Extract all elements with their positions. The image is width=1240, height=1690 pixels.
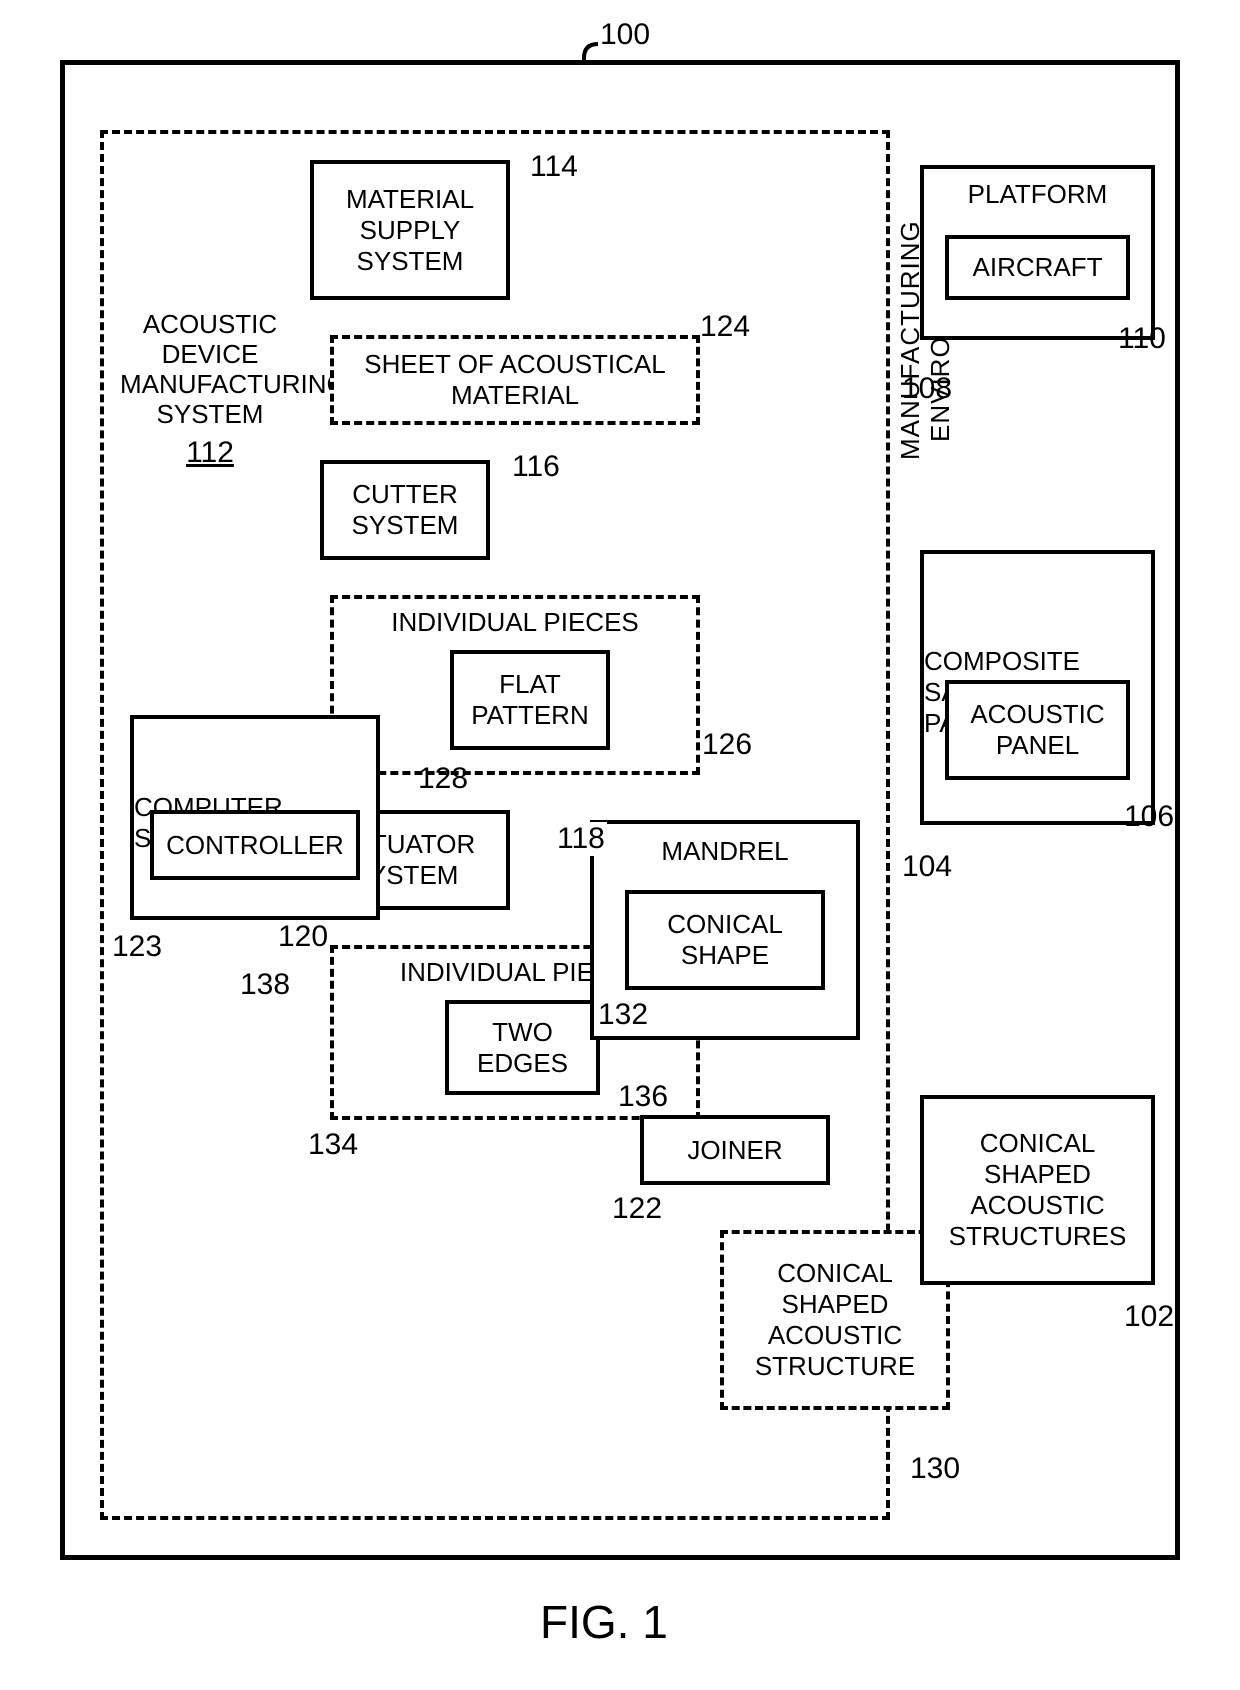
ref-104: 104 xyxy=(902,850,952,884)
system-title-l1: ACOUSTIC DEVICE xyxy=(143,309,277,369)
controller-box: CONTROLLER xyxy=(150,810,360,880)
csas-plural-box: CONICAL SHAPED ACOUSTIC STRUCTURES xyxy=(920,1095,1155,1285)
two-edges-box: TWO EDGES xyxy=(445,1000,600,1095)
flat-pattern-l2: PATTERN xyxy=(471,700,588,731)
ref-134: 134 xyxy=(308,1128,358,1162)
flat-pattern-l1: FLAT xyxy=(499,669,561,700)
sheet-l2: MATERIAL xyxy=(451,380,579,411)
conical-shape-l2: SHAPE xyxy=(681,940,769,971)
joiner-label: JOINER xyxy=(687,1135,782,1166)
conical-shape-l1: CONICAL xyxy=(667,909,783,940)
csas-plural-l2: SHAPED xyxy=(984,1159,1091,1190)
material-supply-l1: MATERIAL xyxy=(346,184,474,215)
figure-caption: FIG. 1 xyxy=(540,1595,668,1649)
system-title-l2: MANUFACTURING xyxy=(120,369,347,399)
mandrel-label: MANDREL xyxy=(661,836,788,867)
system-title: ACOUSTIC DEVICE MANUFACTURING SYSTEM 112 xyxy=(120,310,300,470)
sheet-box: SHEET OF ACOUSTICAL MATERIAL xyxy=(330,335,700,425)
ref-120: 120 xyxy=(278,920,328,954)
ref-138: 138 xyxy=(240,968,290,1002)
ref-126: 126 xyxy=(702,728,752,762)
ref-123: 123 xyxy=(112,930,162,964)
acoustic-panel-l1: ACOUSTIC xyxy=(970,699,1104,730)
sheet-l1: SHEET OF ACOUSTICAL xyxy=(364,349,665,380)
csas-single-l2: SHAPED xyxy=(782,1289,889,1320)
csas-plural-l1: CONICAL xyxy=(980,1128,1096,1159)
cutter-l1: CUTTER xyxy=(352,479,457,510)
material-supply-l2: SUPPLY xyxy=(360,215,461,246)
ref-132: 132 xyxy=(598,998,648,1032)
individual-pieces-label: INDIVIDUAL PIECES xyxy=(391,607,639,638)
material-supply-l3: SYSTEM xyxy=(357,246,464,277)
ref-116: 116 xyxy=(512,450,560,484)
ref-114: 114 xyxy=(530,150,578,184)
ref-106: 106 xyxy=(1124,800,1174,834)
material-supply-box: MATERIAL SUPPLY SYSTEM xyxy=(310,160,510,300)
system-title-l3: SYSTEM xyxy=(157,399,264,429)
conical-shape-box: CONICAL SHAPE xyxy=(625,890,825,990)
diagram-stage: 100 MANUFACTURING ENVIRONMENT ACOUSTIC D… xyxy=(0,0,1240,1690)
cutter-box: CUTTER SYSTEM xyxy=(320,460,490,560)
ref-130: 130 xyxy=(910,1452,960,1486)
aircraft-box: AIRCRAFT xyxy=(945,235,1130,300)
ref-136: 136 xyxy=(618,1080,668,1114)
acoustic-panel-box: ACOUSTIC PANEL xyxy=(945,680,1130,780)
ref-100: 100 xyxy=(600,18,650,52)
acoustic-panel-l2: PANEL xyxy=(996,730,1079,761)
csas-single-l3: ACOUSTIC xyxy=(768,1320,902,1351)
csas-plural-l3: ACOUSTIC xyxy=(970,1190,1104,1221)
ref-102: 102 xyxy=(1124,1300,1174,1334)
ref-108: 108 xyxy=(902,372,952,406)
flat-pattern-box: FLAT PATTERN xyxy=(450,650,610,750)
controller-label: CONTROLLER xyxy=(166,830,344,861)
ref-118: 118 xyxy=(555,822,607,856)
ref-124: 124 xyxy=(700,310,750,344)
ref-110: 110 xyxy=(1118,322,1166,356)
csas-plural-l4: STRUCTURES xyxy=(949,1221,1127,1252)
csas-single-l1: CONICAL xyxy=(777,1258,893,1289)
joiner-box: JOINER xyxy=(640,1115,830,1185)
ref-112: 112 xyxy=(186,436,234,471)
ref-122: 122 xyxy=(612,1192,662,1226)
composite-l1: COMPOSITE xyxy=(924,646,1080,677)
csas-single-box: CONICAL SHAPED ACOUSTIC STRUCTURE xyxy=(720,1230,950,1410)
cutter-l2: SYSTEM xyxy=(352,510,459,541)
ref-128: 128 xyxy=(418,762,468,796)
two-edges-l1: TWO xyxy=(492,1017,553,1048)
platform-label: PLATFORM xyxy=(968,179,1108,210)
aircraft-label: AIRCRAFT xyxy=(973,252,1103,283)
csas-single-l4: STRUCTURE xyxy=(755,1351,915,1382)
two-edges-l2: EDGES xyxy=(477,1048,568,1079)
